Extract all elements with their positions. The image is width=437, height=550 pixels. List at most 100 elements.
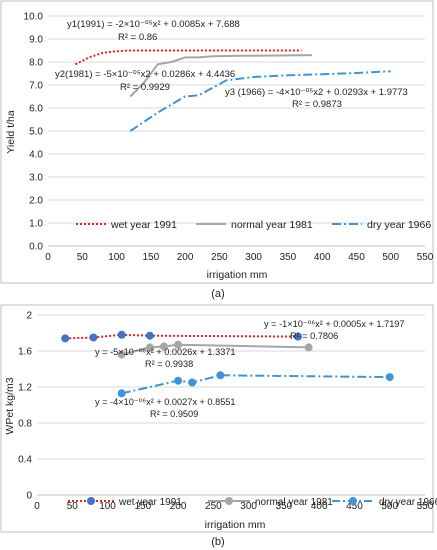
panel-b-xlabel: irrigation mm	[205, 519, 266, 531]
panel-b-data-point	[89, 333, 98, 342]
panel-b-data-point	[145, 331, 154, 340]
panel-a-xtick-label: 500	[382, 252, 399, 263]
panel-a-annotation-wet-eq: y1(1991) = -2×10⁻⁰⁵x² + 0.0085x + 7.688	[67, 19, 240, 30]
panel-b-data-point	[61, 334, 70, 343]
panel-b-annotation-dry-r2: R² = 0.9509	[150, 409, 198, 419]
panel-b-xtick-label: 0	[34, 501, 40, 512]
panel-b-xtick-label: 150	[134, 501, 151, 512]
panel-a-xtick-label: 550	[417, 252, 434, 263]
panel-b-legend-marker-dry	[349, 497, 357, 505]
panel-a-xtick-label: 150	[142, 252, 159, 263]
panel-b: 0 0.4 0.8 1.2 1.6 2 0 50 100 150 200 250 300 350 400 4…	[0, 304, 437, 548]
panel-b-xtick-label: 100	[99, 501, 116, 512]
panel-b-data-point	[385, 373, 394, 382]
panel-b-frame	[0, 304, 434, 533]
panel-a-xtick-label: 50	[77, 252, 89, 263]
panel-b-xtick-label: 300	[240, 501, 257, 512]
panel-b-legend-marker-wet	[87, 497, 95, 505]
panel-b-data-point	[216, 371, 225, 380]
panel-a-frame	[0, 0, 434, 284]
panel-a-ytick-label: 7.0	[29, 81, 43, 92]
panel-b-xtick-label: 350	[276, 501, 293, 512]
panel-a-xtick-label: 300	[245, 252, 262, 263]
panel-b-xtick-label: 550	[417, 501, 434, 512]
panel-b-xtick-label: 450	[346, 501, 363, 512]
panel-b-ytick-labels: 0 0.4 0.8 1.2 1.6 2	[18, 311, 32, 502]
panel-b-ytick-label: 0.8	[18, 419, 32, 430]
panel-b-data-point	[294, 332, 303, 341]
panel-a-legend-label-wet: wet year 1991	[110, 219, 177, 231]
panel-a-xtick-label: 450	[348, 252, 365, 263]
panel-b-xtick-label: 250	[205, 501, 222, 512]
panel-b-legend: wet year 1991 normal year 1981 dry year …	[68, 497, 437, 508]
panel-b-data-point	[188, 378, 197, 387]
panel-a-annotation-normal-r2: R² = 0.9929	[120, 82, 170, 93]
panel-b-ylabel: WPet kg/m3	[4, 377, 16, 434]
panel-b-data-point	[117, 330, 126, 339]
panel-a-xtick-label: 400	[314, 252, 331, 263]
panel-a-caption: (a)	[211, 288, 224, 300]
panel-a-ytick-label: 5.0	[29, 127, 43, 138]
panel-b-ytick-label: 0.4	[18, 455, 32, 466]
panel-b-annotation-normal-eq: y = -5×10⁻⁰⁶x² + 0.0026x + 1.3371	[95, 347, 236, 357]
panel-a-series	[74, 49, 391, 132]
panel-a-annotation-dry-r2: R² = 0.9873	[292, 99, 342, 110]
panel-a-xtick-label: 200	[177, 252, 194, 263]
panel-a-xtick-label: 100	[108, 252, 125, 263]
panel-a-ytick-label: 6.0	[29, 104, 43, 115]
panel-a-series-line-2	[129, 70, 391, 132]
panel-a-xtick-label: 0	[45, 252, 51, 263]
panel-a-series-line-1	[129, 54, 312, 98]
panel-a-xlabel: irrigation mm	[207, 269, 268, 281]
panel-b-xtick-label: 400	[311, 501, 328, 512]
panel-a-ytick-label: 2.0	[29, 196, 43, 207]
panel-b-annotation-wet-r2: R² = 0.7806	[290, 331, 338, 341]
panel-b-xtick-label: 500	[381, 501, 398, 512]
panel-b-data-point	[174, 376, 183, 385]
panel-a-gridlines	[48, 15, 425, 247]
panel-b-series	[61, 330, 394, 398]
panel-b-ytick-label: 2	[26, 311, 32, 322]
panel-a-ytick-labels: 0.0 1.0 2.0 3.0 4.0 5.0 6.0 7.0 8.0 9.0 10.0	[24, 12, 44, 253]
panel-a-annotation-dry-eq: y3 (1966) = -4×10⁻⁰⁵x2 + 0.0293x + 1.977…	[225, 87, 408, 98]
panel-b-annotation-dry-eq: y = -4×10⁻⁰⁶x² + 0.0027x + 0.8551	[95, 397, 236, 407]
panel-a-ytick-label: 1.0	[29, 219, 43, 230]
panel-b-data-point	[174, 340, 183, 349]
panel-a-ytick-label: 4.0	[29, 150, 43, 161]
panel-a-xtick-label: 250	[211, 252, 228, 263]
panel-b-legend-label-wet: wet year 1991	[118, 497, 182, 508]
panel-a-legend-label-dry: dry year 1966	[367, 219, 431, 231]
panel-b-data-point	[159, 342, 168, 351]
panel-a-legend: wet year 1991 normal year 1981 dry year …	[76, 219, 431, 231]
panel-a-ytick-label: 10.0	[24, 12, 44, 23]
panel-a-xtick-label: 350	[280, 252, 297, 263]
panel-b-legend-marker-normal	[225, 497, 233, 505]
panel-b-caption: (b)	[211, 536, 224, 548]
panel-b-data-point	[304, 343, 313, 352]
panel-b-xtick-label: 200	[170, 501, 187, 512]
panel-b-ytick-label: 1.2	[18, 383, 32, 394]
panel-b-ytick-label: 1.6	[18, 347, 32, 358]
panel-b-ytick-label: 0	[26, 491, 32, 502]
panel-b-annotation-normal-r2: R² = 0.9938	[145, 359, 193, 369]
panel-a: 0.0 1.0 2.0 3.0 4.0 5.0 6.0 7.0 8.0 9.0 10.0 0 50 10…	[0, 0, 434, 300]
panel-b-gridlines	[37, 314, 425, 496]
panel-b-xtick-label: 50	[67, 501, 79, 512]
panel-b-legend-label-normal: normal year 1981	[255, 497, 333, 508]
panel-a-legend-label-normal: normal year 1981	[231, 219, 313, 231]
panel-a-ytick-label: 9.0	[29, 35, 43, 46]
panel-b-data-point	[117, 389, 126, 398]
panel-a-ytick-label: 3.0	[29, 173, 43, 184]
panel-a-annotation-normal-eq: y2(1981) = -5×10⁻⁰⁵x2 + 0.0286x + 4.4436	[55, 69, 235, 80]
panel-b-data-point	[145, 343, 154, 352]
panel-b-annotation-wet-eq: y = -1×10⁻⁰⁶x² + 0.0005x + 1.7197	[264, 319, 405, 329]
panel-a-annotation-wet-r2: R² = 0.86	[118, 32, 157, 43]
panel-b-legend-label-dry: dry year 1966	[379, 497, 437, 508]
panel-a-xtick-labels: 0 50 100 150 200 250 300 350 400 450 500 550	[45, 252, 434, 263]
panel-b-data-point	[117, 350, 126, 359]
panel-a-ylabel: Yield t/ha	[5, 110, 17, 154]
panel-b-xtick-labels: 0 50 100 150 200 250 300 350 400 450 500 550	[34, 501, 434, 512]
panel-a-ytick-label: 8.0	[29, 58, 43, 69]
panel-a-ytick-label: 0.0	[29, 242, 43, 253]
